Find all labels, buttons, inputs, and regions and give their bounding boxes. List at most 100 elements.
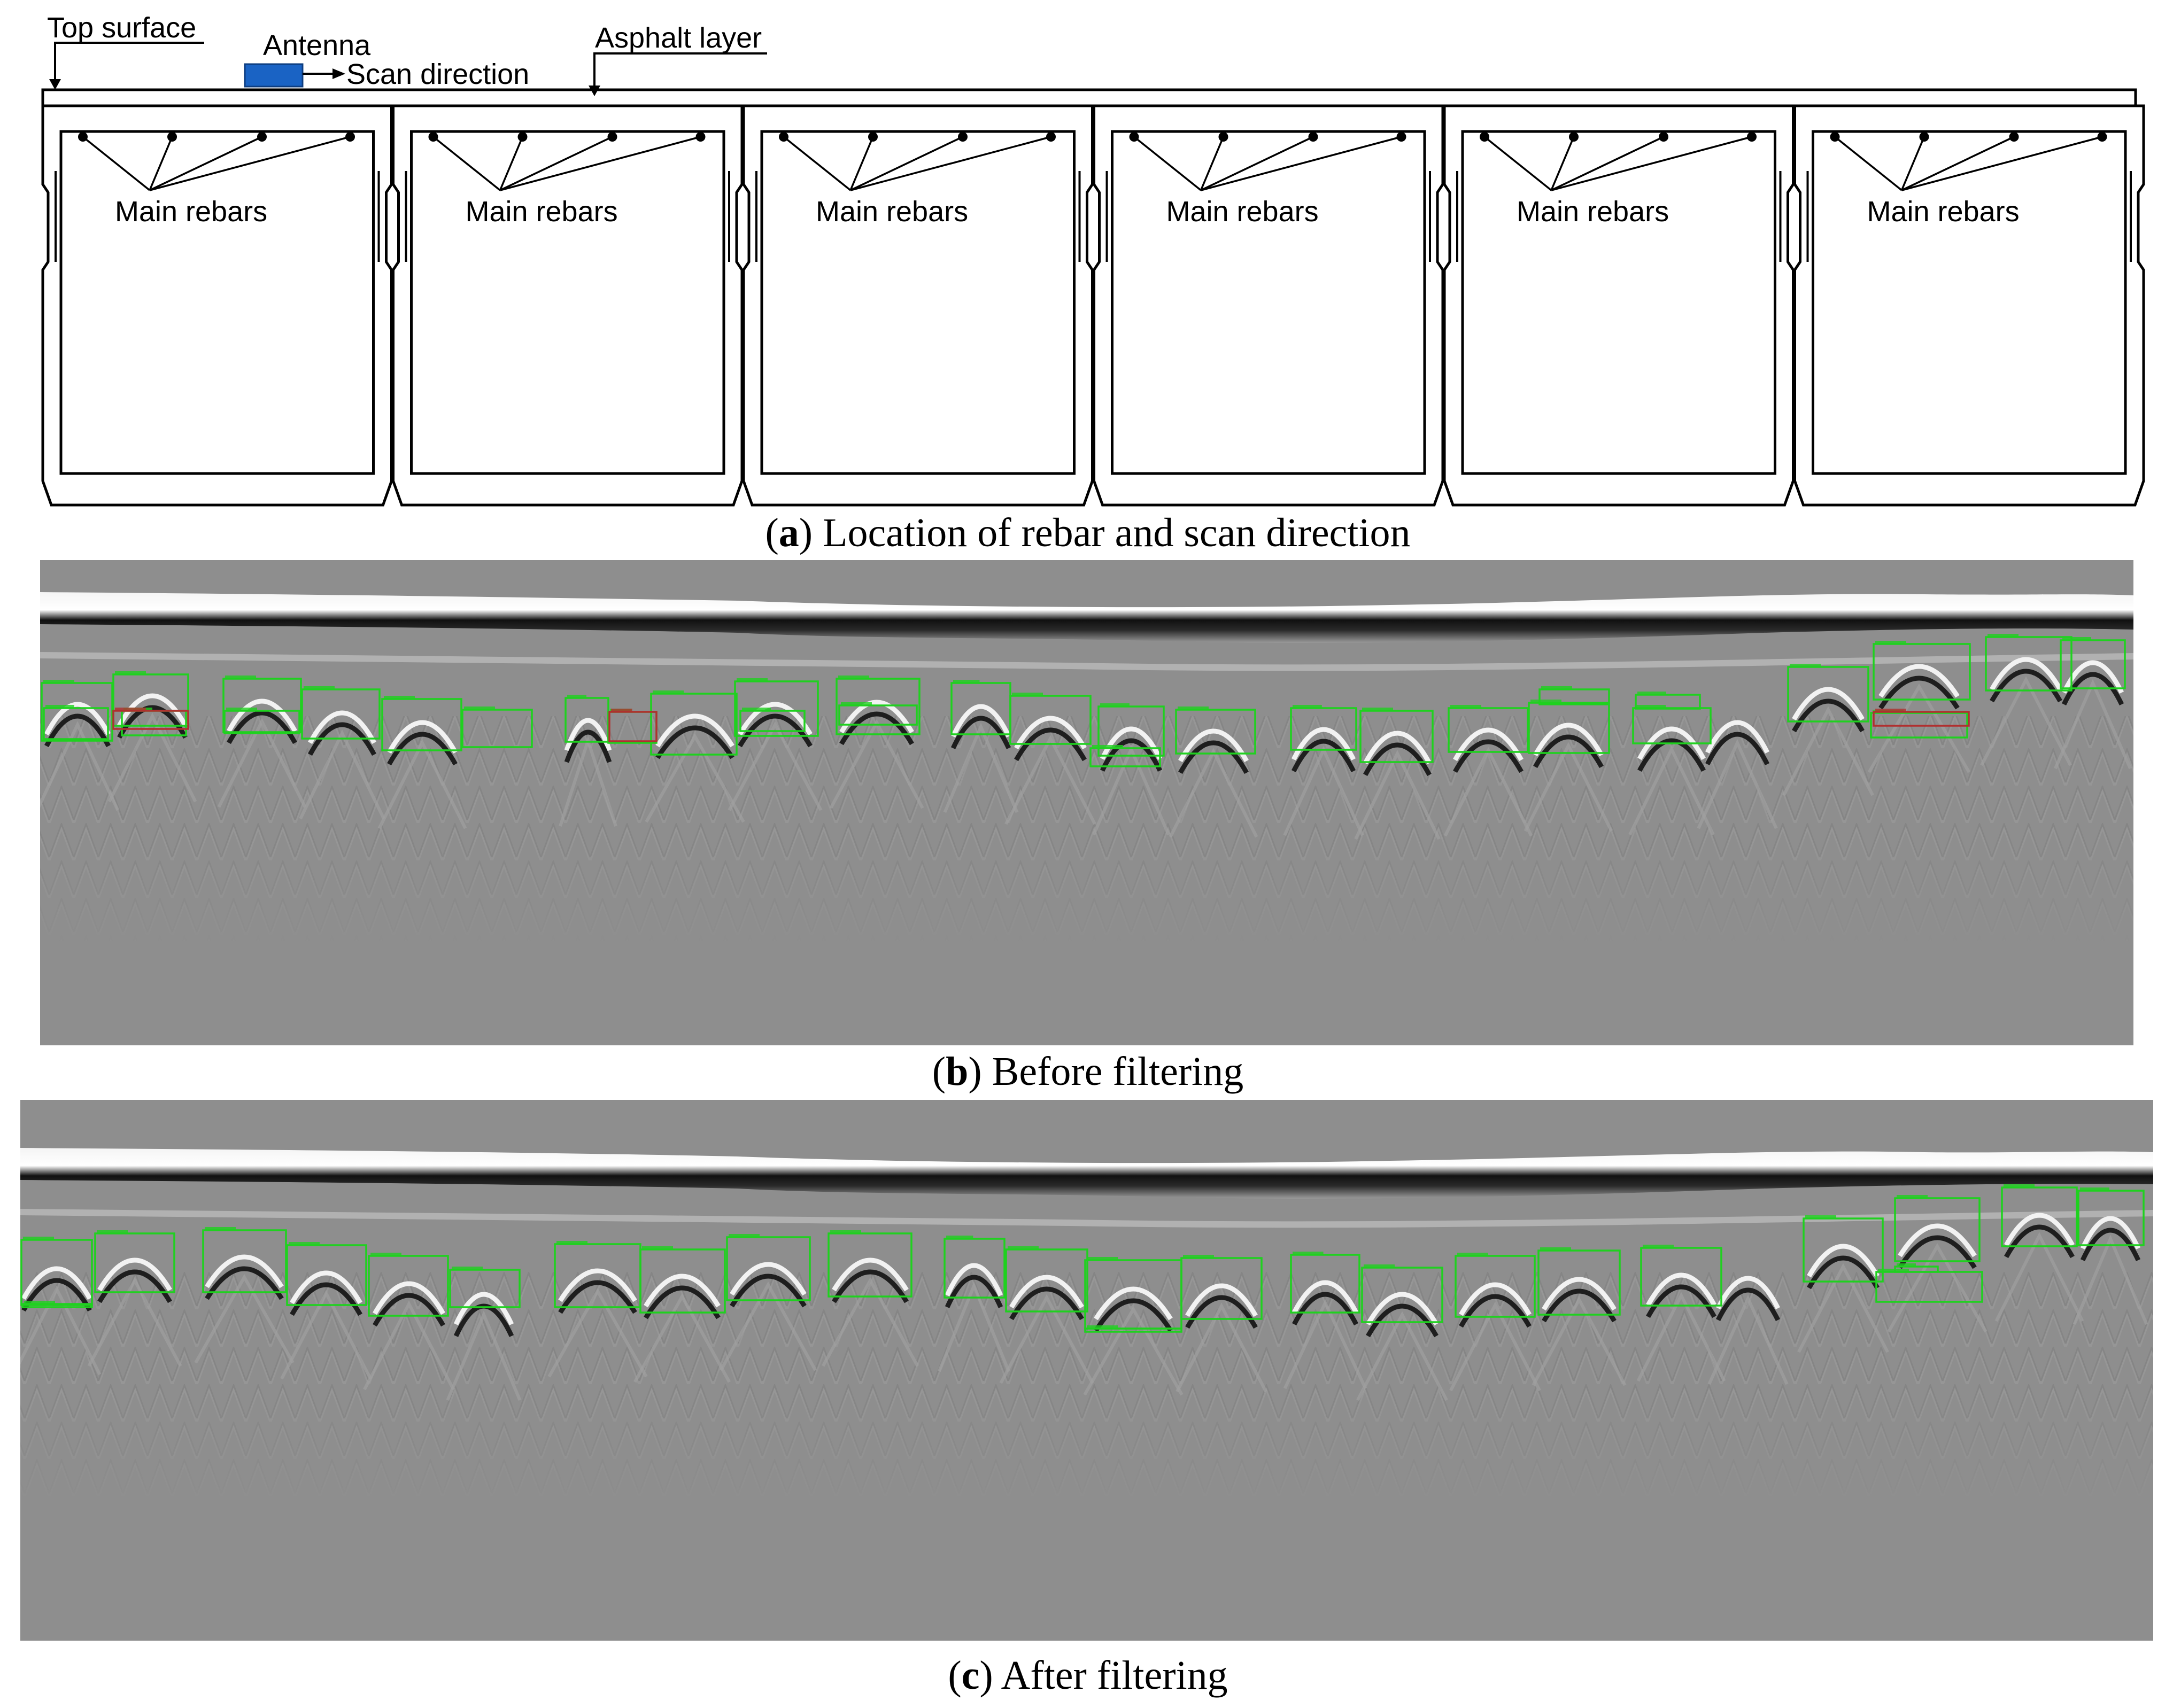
- radargram-b-fade: [40, 834, 2133, 951]
- detection-tag: [1450, 705, 1481, 708]
- girder-outline: [1093, 104, 1444, 507]
- rebar-dot: [607, 132, 617, 142]
- top-surface-label: Top surface: [47, 12, 196, 44]
- hyperbola-tail: [1628, 746, 1715, 836]
- hyperbola-tail: [217, 718, 307, 808]
- detection-tag: [1878, 1269, 1909, 1272]
- hyperbola-bright: [1990, 657, 2062, 691]
- detection-box: [43, 707, 109, 740]
- hyperbola-dark: [44, 713, 111, 748]
- detection-box: [1538, 688, 1610, 705]
- hyperbola-tail: [1004, 735, 1096, 825]
- detection-boxes-b: [41, 634, 2126, 767]
- detection-tag: [1637, 692, 1666, 695]
- hyperbola-bright: [2004, 1213, 2075, 1247]
- detection-box: [368, 1255, 449, 1317]
- girder-6: Main rebars: [1793, 104, 2145, 507]
- hyperbola-bright: [1705, 720, 1770, 754]
- hyperbola-tail: [194, 1274, 295, 1364]
- detection-box: [112, 673, 189, 727]
- detection-box: [1873, 643, 1971, 701]
- rebar-leader: [1901, 136, 2015, 191]
- rebar-leader: [849, 136, 874, 191]
- hyperbola-tail: [821, 1277, 919, 1367]
- hyperbola-bright: [1646, 1272, 1716, 1307]
- hyperbola-dark: [453, 1303, 514, 1337]
- hyperbola-tail: [1636, 1292, 1726, 1382]
- girder-group: Main rebars Main rebars Main rebars Main re…: [41, 104, 2145, 507]
- detection-tag: [1364, 1264, 1395, 1268]
- hyperbola-dark: [227, 710, 297, 744]
- hyperbola-tail: [2054, 679, 2132, 770]
- girder-2: Main rebars: [392, 104, 744, 507]
- hyperbola-tail: [1524, 742, 1613, 832]
- hyperbola-bright: [564, 718, 612, 751]
- hyperbola-tail: [1867, 684, 1971, 773]
- detection-box: [726, 1236, 811, 1301]
- detection-box: [1180, 1257, 1263, 1320]
- detection-box: [1894, 1197, 1981, 1262]
- hyperbola-tail: [107, 712, 197, 803]
- hyperbola-bright: [97, 1257, 172, 1292]
- rebar-dot: [1129, 132, 1139, 142]
- hyperbola-bright: [839, 700, 914, 734]
- hyperbola-dark: [21, 1278, 92, 1312]
- panel-b-radargram-before: (b) Before filtering: [40, 560, 2133, 1094]
- rebar-leader: [149, 136, 173, 191]
- rebar-dot: [257, 132, 267, 142]
- hyperbola-bright: [1807, 1244, 1880, 1278]
- rebar-dot: [517, 132, 528, 142]
- detection-tag: [1897, 1263, 1916, 1267]
- detection-tag: [567, 695, 586, 698]
- detection-box: [449, 1269, 521, 1308]
- hyperbola-dark: [1646, 1284, 1716, 1318]
- hyperbola-bright: [373, 1281, 445, 1315]
- rebar-leader: [149, 136, 262, 191]
- rebar-leader: [1551, 136, 1752, 191]
- girder-3: Main rebars: [742, 104, 1094, 507]
- detection-tag: [611, 709, 632, 712]
- hyperbola-tail: [645, 733, 745, 823]
- hyperbola-tail: [1797, 1263, 1889, 1353]
- detection-tag: [2004, 1184, 2035, 1187]
- rebar-leader: [149, 136, 351, 191]
- detection-tag: [953, 680, 980, 683]
- rebar-dot: [167, 132, 177, 142]
- detection-tag: [830, 1230, 861, 1233]
- detection-box: [21, 1303, 93, 1308]
- radargram-c-reflection-line: [20, 1209, 2153, 1228]
- asphalt-layer-label: Asphalt layer: [595, 22, 762, 54]
- detection-tag: [556, 1241, 587, 1244]
- rebar-leader: [1133, 136, 1202, 191]
- hyperbola-bright: [1366, 1292, 1439, 1326]
- detection-tag: [1362, 708, 1393, 711]
- rebar-leader: [783, 136, 852, 191]
- caption-a: (a) Location of rebar and scan direction: [765, 510, 1410, 555]
- main-rebars-label: Main rebars: [466, 196, 618, 228]
- detection-box: [1097, 705, 1165, 757]
- hyperbola-dark: [832, 1269, 909, 1303]
- rebar-dot: [868, 132, 878, 142]
- hyperbola-dark: [1878, 676, 1960, 710]
- detection-tag: [1541, 686, 1572, 689]
- detection-tag: [1092, 745, 1123, 748]
- hyperbola-tail: [2073, 1235, 2148, 1325]
- detection-box: [112, 710, 189, 730]
- radargram-c-fade: [20, 1389, 2153, 1507]
- hyperbola-bright: [558, 1268, 637, 1302]
- hyperbola-bright: [44, 702, 111, 736]
- detection-tag: [1530, 700, 1561, 703]
- detection-tag: [225, 676, 256, 679]
- rebar-dot: [345, 132, 355, 142]
- detection-box: [1361, 1267, 1443, 1323]
- main-rebars-label: Main rebars: [816, 196, 968, 228]
- detection-tag: [1008, 1246, 1039, 1249]
- hyperbola-dark: [644, 1285, 721, 1319]
- hyperbola-tail: [829, 719, 924, 809]
- rebar-dot: [1747, 132, 1757, 142]
- rebar-leader: [499, 136, 524, 191]
- rebar-leader: [1483, 136, 1552, 191]
- hyperbola-dark: [290, 1282, 362, 1316]
- hyperbola-tail: [1980, 676, 2072, 766]
- detection-tag: [1012, 693, 1043, 696]
